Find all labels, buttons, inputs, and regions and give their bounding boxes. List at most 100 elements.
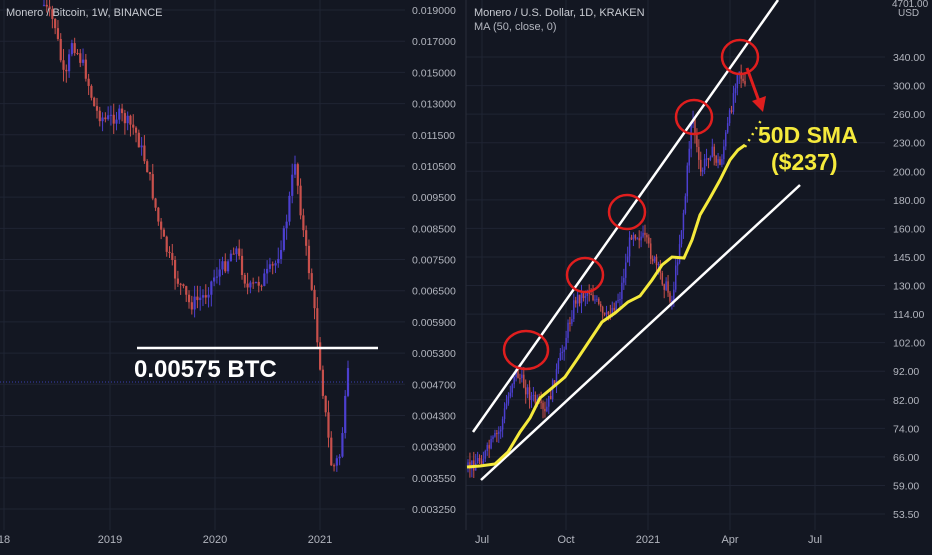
right-candle-body: [675, 265, 677, 290]
left-candle-body: [65, 69, 68, 72]
left-candle-body: [160, 221, 163, 230]
left-candle-body: [98, 110, 101, 122]
left-candle-body: [310, 273, 313, 290]
left-candle-body: [263, 273, 266, 286]
right-candle-body: [574, 300, 577, 304]
right-candle-body: [711, 146, 714, 158]
left-candle-body: [87, 78, 90, 86]
left-candle-body: [148, 172, 152, 175]
left-candle-body: [62, 60, 65, 70]
right-candle-body: [634, 235, 637, 239]
right-candle-body: [632, 235, 635, 240]
right-candle-body: [665, 281, 667, 290]
right-candle-body: [680, 230, 683, 245]
left-candle-body: [173, 259, 177, 279]
left-candle-body: [307, 245, 311, 274]
right-candle-body: [549, 395, 552, 400]
down-arrow: [745, 67, 766, 112]
right-x-tick-label: Jul: [475, 534, 489, 546]
left-x-tick-label: 2021: [308, 534, 332, 546]
right-candle-body: [476, 457, 479, 464]
support-label: 0.00575 BTC: [134, 356, 277, 383]
left-y-tick-label: 0.005900: [412, 317, 456, 329]
left-candle-body: [70, 43, 73, 55]
sma-label-line1: 50D SMA: [758, 122, 858, 148]
left-y-tick-label: 0.005300: [412, 348, 456, 360]
right-candle-body: [486, 445, 488, 451]
right-y-tick-label: 230.00: [893, 138, 925, 150]
right-y-tick-label: 59.00: [893, 480, 919, 492]
left-candle-body: [266, 268, 269, 274]
left-candle-body: [330, 437, 333, 466]
right-candle-body: [498, 431, 500, 435]
right-candle-body: [734, 88, 737, 94]
right-candle-body: [573, 300, 575, 320]
left-candle-body: [285, 221, 288, 229]
right-candle-body: [503, 408, 506, 420]
left-candle-body: [123, 113, 126, 124]
right-candle-body: [642, 232, 644, 237]
left-candle-body: [240, 255, 244, 276]
right-y-tick-label: 130.00: [893, 281, 925, 293]
left-candle-body: [288, 195, 291, 222]
left-candle-body: [235, 248, 238, 255]
right-candle-body: [607, 311, 610, 315]
left-candle-body: [299, 185, 302, 216]
right-candle-body: [528, 387, 531, 400]
right-candle-body: [509, 392, 512, 397]
right-candle-body: [601, 306, 604, 314]
right-candle-body: [644, 232, 646, 235]
right-candle-body: [555, 369, 558, 387]
right-candle-body: [542, 402, 544, 409]
right-candle-body: [561, 351, 564, 353]
left-candles: [42, 0, 350, 472]
right-y-tick-label: 114.00: [893, 309, 924, 321]
left-y-tick-label: 0.004700: [412, 379, 456, 391]
right-candle-body: [596, 298, 598, 300]
right-candle-body: [576, 294, 579, 304]
right-candle-body: [638, 238, 640, 241]
right-candle-body: [696, 135, 698, 147]
left-candle-body: [176, 278, 179, 284]
left-candle-body: [305, 230, 308, 246]
left-candle-body: [42, 4, 46, 6]
left-candle-body: [101, 117, 104, 122]
left-chart-title: Monero / Bitcoin, 1W, BINANCE: [6, 7, 163, 19]
right-candle-body: [619, 299, 621, 301]
left-candle-body: [207, 294, 210, 298]
left-candle-body: [204, 295, 207, 298]
right-candle-body: [530, 395, 533, 400]
right-x-tick-label: Apr: [721, 534, 738, 546]
left-candle-body: [81, 59, 85, 63]
right-candle-body: [655, 256, 658, 266]
right-candle-body: [532, 394, 535, 396]
right-candle-body: [682, 213, 685, 231]
right-candle-body: [653, 256, 656, 262]
left-candle-body: [196, 296, 199, 301]
right-y-tick-label: 180.00: [893, 195, 925, 207]
right-candle-body: [499, 429, 502, 432]
left-candle-body: [90, 85, 93, 98]
left-candle-body: [201, 295, 205, 298]
left-y-tick-label: 0.013000: [412, 99, 456, 111]
indicator-label: MA (50, close, 0): [474, 21, 557, 33]
right-candle-body: [698, 146, 700, 160]
right-candle-body: [598, 298, 600, 305]
right-candle-body: [524, 387, 527, 395]
left-y-tick-label: 0.011500: [412, 130, 455, 142]
right-x-tick-label: Jul: [808, 534, 822, 546]
left-candle-body: [137, 132, 140, 148]
right-candle-body: [726, 123, 729, 133]
right-candle-body: [551, 380, 554, 400]
right-candle-body: [569, 322, 571, 324]
left-candle-body: [165, 236, 168, 252]
axis-corner-value: 4701.00: [892, 0, 929, 10]
left-candle-body: [45, 4, 48, 7]
sma-label-line2: ($237): [771, 149, 837, 175]
right-candle-body: [484, 450, 487, 459]
right-candle-body: [707, 158, 710, 160]
right-candle-body: [511, 384, 513, 393]
right-y-axis: 340.00 300.00 260.00 230.00 200.00 180.00 160.…: [893, 52, 925, 521]
right-candle-body: [526, 387, 529, 395]
